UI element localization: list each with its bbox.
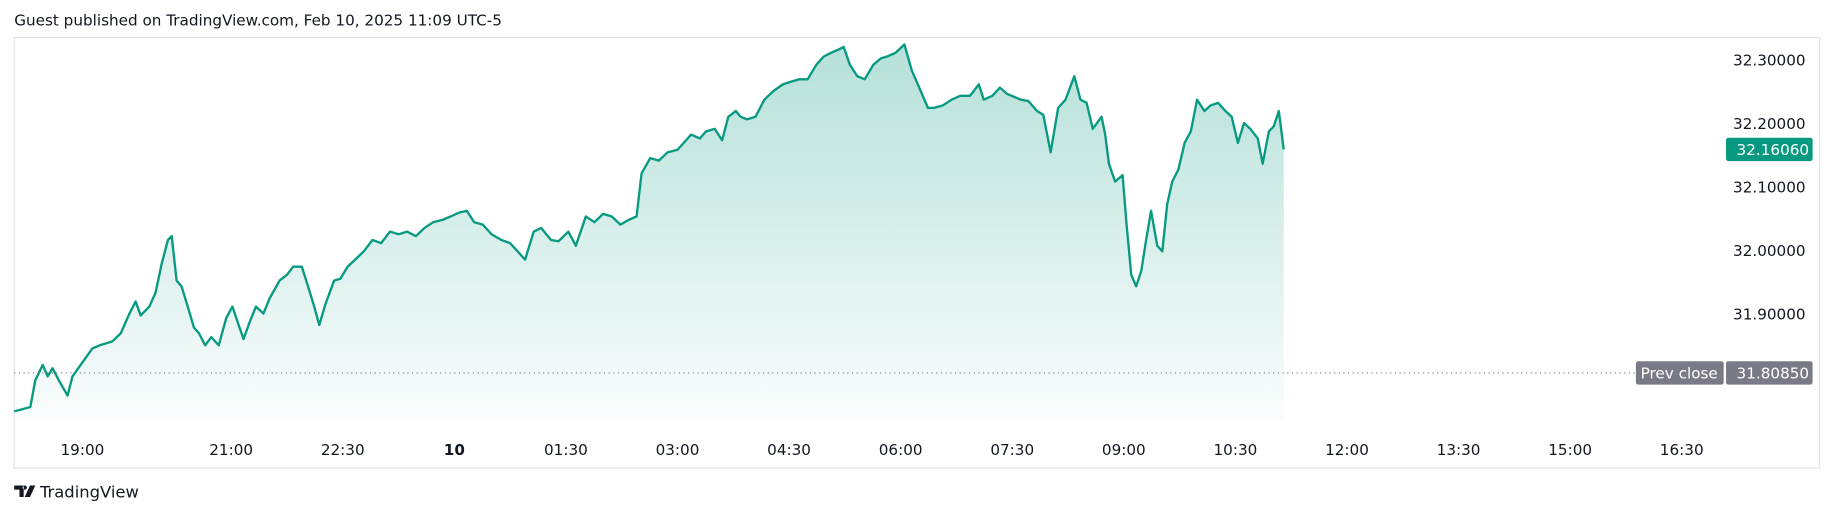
x-tick-label: 10:30 xyxy=(1213,441,1257,459)
prev-close-badge xyxy=(1726,361,1813,385)
last-price-badge xyxy=(1726,137,1813,162)
pane-border xyxy=(13,36,1821,469)
y-tick-label: 32.30000 xyxy=(1733,51,1806,69)
tradingview-logo[interactable]: TradingView xyxy=(14,483,139,502)
x-tick-label: 22:30 xyxy=(321,441,365,459)
prev-close-text: Prev close xyxy=(1641,365,1718,383)
x-tick-label: 06:00 xyxy=(879,441,923,459)
x-tick-label: 13:30 xyxy=(1437,441,1481,459)
area-fill xyxy=(14,44,1284,419)
logo-text: TradingView xyxy=(39,483,139,502)
logo-icon xyxy=(14,485,36,498)
x-tick-label: 21:00 xyxy=(209,441,253,459)
x-tick-label: 19:00 xyxy=(60,441,104,459)
x-tick-label: 16:30 xyxy=(1660,441,1704,459)
x-tick-label: 09:00 xyxy=(1102,441,1146,459)
prev-close-tag xyxy=(1635,361,1724,385)
y-tick-label: 31.90000 xyxy=(1733,305,1806,323)
x-tick-label: 01:30 xyxy=(544,441,588,459)
price-line xyxy=(13,43,1285,413)
x-tick-label: 10 xyxy=(444,441,465,459)
x-tick-label: 15:00 xyxy=(1548,441,1592,459)
y-tick-label: 32.00000 xyxy=(1733,242,1806,260)
x-tick-label: 07:30 xyxy=(990,441,1034,459)
last-price-label: 32.16060 xyxy=(1737,141,1810,159)
x-tick-label: 03:00 xyxy=(656,441,700,459)
publish-header: Guest published on TradingView.com, Feb … xyxy=(14,12,502,30)
y-tick-label: 32.10000 xyxy=(1733,178,1806,196)
x-tick-label: 04:30 xyxy=(767,441,811,459)
x-tick-label: 12:00 xyxy=(1325,441,1369,459)
prev-close-value: 31.80850 xyxy=(1737,365,1810,383)
y-tick-label: 32.20000 xyxy=(1733,115,1806,133)
